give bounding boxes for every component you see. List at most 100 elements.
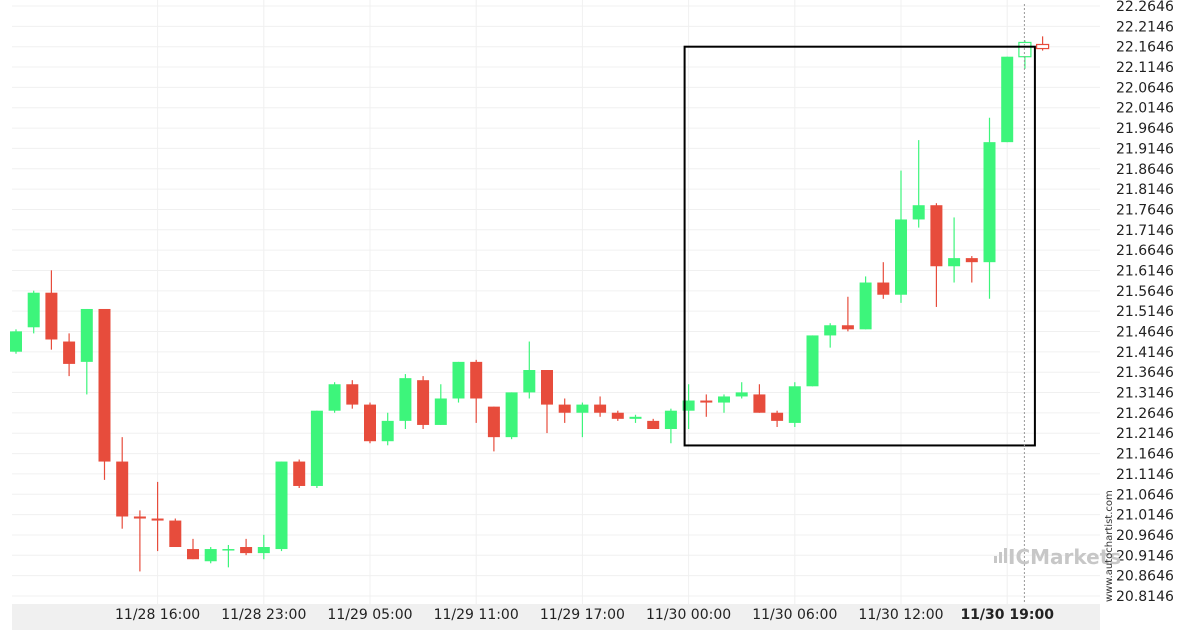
candle-body <box>204 549 217 562</box>
candle <box>328 382 341 413</box>
y-tick-label: 21.4146 <box>1116 345 1174 361</box>
overlay <box>683 4 1036 604</box>
candle <box>895 170 907 303</box>
candle-body <box>753 394 766 413</box>
candle-body <box>647 420 660 430</box>
candle-body <box>576 404 589 413</box>
candle <box>877 262 890 299</box>
y-tick-label: 21.1646 <box>1116 447 1174 463</box>
x-tick-label: 11/30 19:00 <box>960 607 1054 623</box>
candle-body <box>877 282 890 295</box>
candle-body <box>275 461 288 550</box>
candle <box>133 510 146 572</box>
candle-body <box>452 361 465 399</box>
candle-body <box>664 410 677 430</box>
candle-body <box>700 400 713 403</box>
icmarkets-watermark: ICMarkets <box>994 545 1121 569</box>
x-axis: 11/28 16:00 11/28 23:00 11/29 05:00 11/29 1… <box>115 607 1054 623</box>
candle-body <box>133 516 146 519</box>
candle <box>753 384 766 413</box>
candle <box>470 359 483 423</box>
y-tick-label: 21.3646 <box>1116 365 1174 381</box>
candle <box>27 290 40 334</box>
candle <box>735 382 748 399</box>
y-tick-label: 22.0646 <box>1116 80 1174 96</box>
candle <box>80 308 93 395</box>
candle <box>310 410 323 489</box>
candle <box>364 402 376 444</box>
candle <box>841 296 854 332</box>
y-tick-label: 21.0646 <box>1116 487 1174 503</box>
candle-body <box>470 361 483 399</box>
candle <box>169 518 182 548</box>
candle-body <box>293 461 306 486</box>
candle <box>594 396 607 417</box>
y-tick-label: 21.9146 <box>1116 141 1174 157</box>
candle <box>576 402 589 438</box>
candle <box>381 412 394 446</box>
candle <box>611 410 624 421</box>
candle <box>788 382 801 427</box>
candle <box>452 361 465 403</box>
candle-body <box>27 292 40 328</box>
y-tick-label: 21.7646 <box>1116 202 1174 218</box>
x-tick-label: 11/28 16:00 <box>115 607 200 623</box>
candle <box>806 335 819 387</box>
candle <box>1001 56 1014 143</box>
candle <box>151 481 164 552</box>
candle <box>293 459 306 489</box>
watermark-bar-3 <box>1004 548 1007 563</box>
y-tick-label: 20.8146 <box>1116 589 1174 605</box>
y-tick-label: 21.8146 <box>1116 182 1174 198</box>
candle-body <box>1001 56 1014 143</box>
candle-body <box>399 378 412 421</box>
y-tick-label: 20.8646 <box>1116 569 1174 585</box>
candle-body <box>983 142 996 263</box>
candle-body <box>434 398 447 425</box>
candle-body <box>806 335 819 387</box>
y-tick-label: 22.1146 <box>1116 60 1174 76</box>
y-tick-label: 21.7146 <box>1116 223 1174 239</box>
candle-body <box>222 549 235 551</box>
candle <box>948 217 961 283</box>
y-tick-label: 22.2146 <box>1116 19 1174 35</box>
candle <box>434 384 447 425</box>
candle-body <box>735 392 748 397</box>
candle-body <box>417 380 430 425</box>
candle-body <box>718 396 730 403</box>
candle <box>487 406 500 452</box>
candle <box>771 410 784 427</box>
candle <box>116 437 129 529</box>
candle-body <box>523 370 536 393</box>
y-tick-label: 21.5646 <box>1116 284 1174 300</box>
candle-body <box>257 547 270 554</box>
candle <box>417 376 430 430</box>
candle-body <box>912 205 925 220</box>
candle-body <box>611 412 624 419</box>
y-tick-label: 21.6646 <box>1116 243 1174 259</box>
candle-body <box>930 205 943 267</box>
y-tick-label: 21.2646 <box>1116 406 1174 422</box>
y-tick-label: 20.9146 <box>1116 548 1174 564</box>
candle <box>399 374 412 430</box>
candle <box>824 323 837 348</box>
candle-body <box>364 404 376 442</box>
candle <box>275 461 288 552</box>
candle <box>222 544 235 568</box>
y-tick-label: 21.2146 <box>1116 426 1174 442</box>
candle-body <box>80 308 93 362</box>
candle <box>346 380 359 409</box>
candle-body <box>948 258 961 267</box>
y-axis: 22.2646 22.2146 22.1646 22.1146 22.0646 22.01… <box>1116 0 1174 605</box>
candle-body <box>381 420 394 442</box>
candle <box>718 394 730 413</box>
x-tick-label: 11/29 11:00 <box>434 607 519 623</box>
candle-body <box>116 461 129 517</box>
candle-body <box>965 258 978 263</box>
y-tick-label: 21.9646 <box>1116 121 1174 137</box>
candle <box>204 547 217 564</box>
candle <box>983 117 996 299</box>
candle <box>505 392 518 440</box>
candle <box>63 333 76 377</box>
y-tick-label: 20.9646 <box>1116 528 1174 544</box>
